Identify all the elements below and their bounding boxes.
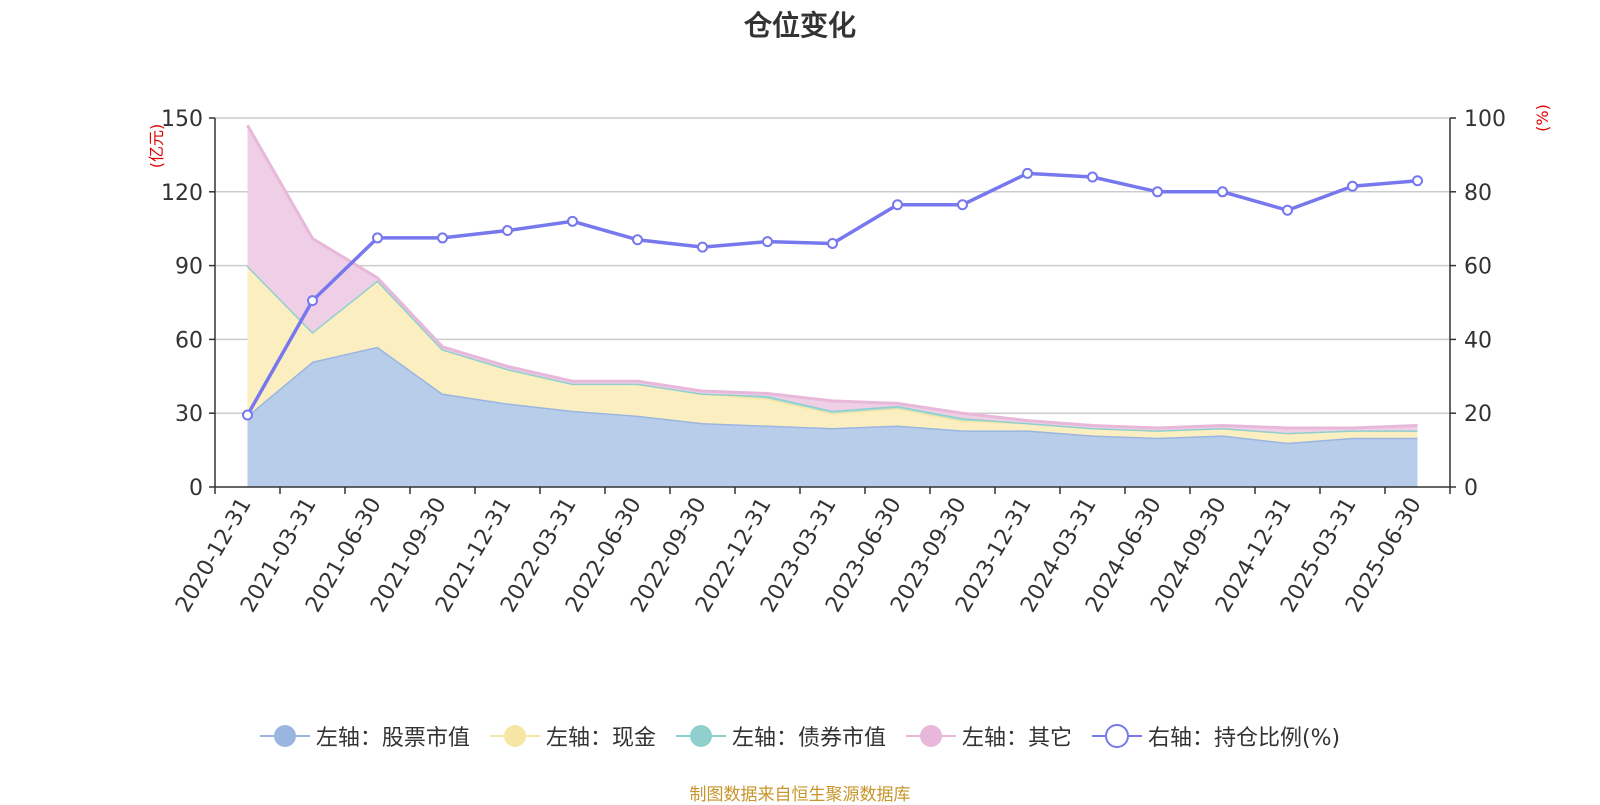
source-note: 制图数据来自恒生聚源数据库	[689, 785, 911, 805]
left-tick-label: 120	[161, 181, 203, 206]
legend-label: 左轴：股票市值	[315, 726, 470, 751]
legend-item[interactable]: 右轴：持仓比例(%)	[1091, 720, 1341, 752]
legend-item[interactable]: 左轴：股票市值	[259, 720, 470, 752]
ratio-point[interactable]	[502, 225, 513, 237]
area-fill	[247, 265, 1418, 443]
right-tick-label: 20	[1464, 402, 1492, 427]
ratio-point[interactable]	[567, 215, 578, 227]
ratio-point[interactable]	[437, 232, 448, 244]
legend-marker-icon	[675, 725, 726, 747]
legend-label: 左轴：债券市值	[731, 726, 886, 751]
ratio-point[interactable]	[697, 241, 708, 253]
legend-label: 左轴：现金	[545, 726, 656, 751]
ratio-point[interactable]	[1412, 175, 1423, 187]
left-tick-label: 90	[175, 255, 203, 280]
ratio-point[interactable]	[242, 409, 253, 421]
ratio-point[interactable]	[372, 232, 383, 244]
right-axis-unit: (%)	[1533, 104, 1552, 132]
ratio-point[interactable]	[892, 199, 903, 211]
ratio-point[interactable]	[827, 237, 838, 249]
left-tick-label: 30	[175, 402, 203, 427]
legend-label: 右轴：持仓比例(%)	[1147, 726, 1341, 751]
legend-marker-icon	[259, 725, 310, 747]
legend-label: 左轴：其它	[961, 726, 1072, 751]
left-tick-label: 150	[161, 107, 203, 132]
area-edge-line	[246, 124, 1418, 430]
legend-marker-icon	[489, 725, 540, 747]
right-tick-label: 80	[1464, 181, 1492, 206]
left-axis-unit: (亿元)	[147, 124, 166, 169]
ratio-point[interactable]	[1282, 204, 1293, 216]
legend-item[interactable]: 左轴：其它	[905, 720, 1072, 752]
ratio-point[interactable]	[1022, 167, 1033, 179]
right-tick-label: 40	[1464, 328, 1492, 353]
legend-marker-icon	[905, 725, 956, 747]
ratio-point[interactable]	[632, 234, 643, 246]
legend-item[interactable]: 左轴：债券市值	[675, 720, 886, 752]
ratio-point[interactable]	[307, 295, 318, 307]
area-series	[246, 124, 1418, 487]
chart-legend: 左轴：股票市值 左轴：现金 左轴：债券市值 左轴：其它 右轴：持仓比例(%)	[0, 720, 1600, 752]
ratio-point[interactable]	[1347, 180, 1358, 192]
ratio-point[interactable]	[957, 199, 968, 211]
line-series	[242, 167, 1423, 421]
ratio-point[interactable]	[762, 236, 773, 248]
right-tick-label: 60	[1464, 255, 1492, 280]
legend-marker-icon	[1091, 724, 1142, 748]
ratio-point[interactable]	[1152, 186, 1163, 198]
left-tick-label: 0	[189, 476, 203, 501]
right-tick-label: 0	[1464, 476, 1478, 501]
chart-title: 仓位变化	[743, 9, 856, 42]
ratio-point[interactable]	[1087, 171, 1098, 183]
legend-item[interactable]: 左轴：现金	[489, 720, 656, 752]
ratio-point[interactable]	[1217, 186, 1228, 198]
area-fill	[247, 346, 1418, 487]
left-tick-label: 60	[175, 328, 203, 353]
right-tick-label: 100	[1464, 107, 1506, 132]
